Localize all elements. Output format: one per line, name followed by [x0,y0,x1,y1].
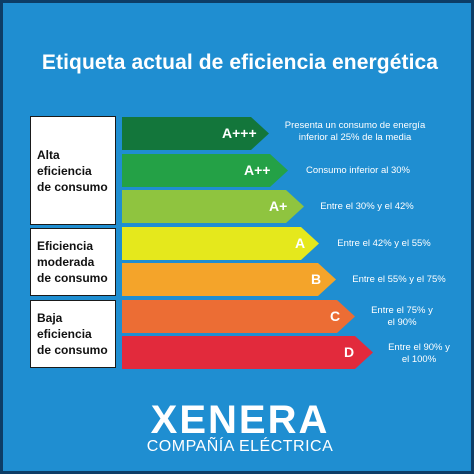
bar-arrow-shape [122,263,336,296]
brand-tagline: COMPAÑÍA ELÉCTRICA [146,438,334,455]
grade-label: A+ [269,198,288,214]
bar-description: Entre el 75% y el 90% [371,305,433,328]
grade-label: C [330,308,341,324]
bar-arrow-shape [122,117,269,150]
bar-arrow-shape [122,190,304,223]
group-label-moderate-efficiency: Eficiencia moderada de consumo [30,228,116,296]
bar-arrow-shape [122,154,288,187]
grade-label: A [295,235,306,251]
grade-label: B [311,271,322,287]
bar-arrow-shape [122,300,355,333]
grade-label: A+++ [222,125,257,141]
group-label-low-efficiency: Baja eficiencia de consumo [30,300,116,368]
group-label-text: Alta eficiencia de consumo [37,147,108,194]
bar-description: Entre el 42% y el 55% [337,238,431,249]
grade-label: D [344,344,355,360]
bar-description: Presenta un consumo de energía inferior … [284,120,426,143]
bar-description: Entre el 90% y el 100% [388,342,450,365]
page-title: Etiqueta actual de eficiencia energética [41,51,439,74]
group-label-high-efficiency: Alta eficiencia de consumo [30,116,116,225]
bar-arrow-shape [122,336,373,369]
bar-description: Entre el 30% y el 42% [320,201,414,212]
bar-arrow-shape [122,227,319,260]
grade-label: A++ [244,162,271,178]
bar-description: Consumo inferior al 30% [305,165,411,176]
group-label-text: Eficiencia moderada de consumo [37,239,108,285]
group-label-text: Baja eficiencia de consumo [37,311,108,357]
bar-description: Entre el 55% y el 75% [352,274,446,285]
brand-logo: XENERA [150,398,330,442]
